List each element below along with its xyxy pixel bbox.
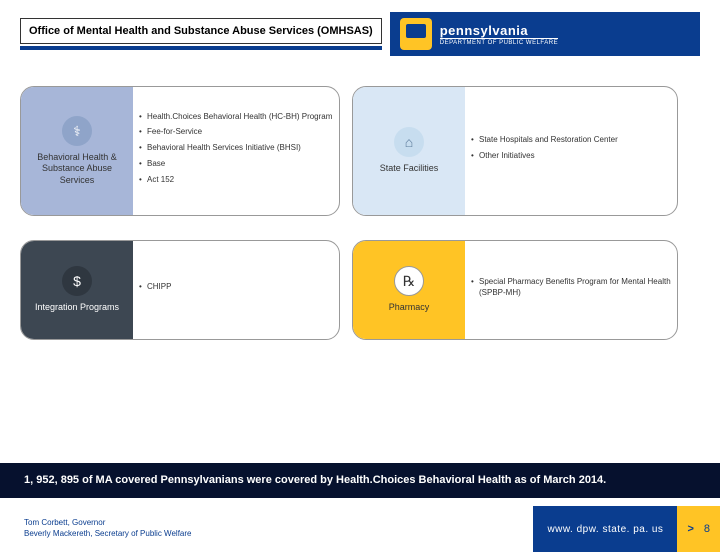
card-integration: $ Integration Programs CHIPP [20,240,340,340]
bullet-item: CHIPP [137,282,333,293]
card-label-col: $ Integration Programs [21,241,133,339]
card-bullets: Special Pharmacy Benefits Program for Me… [465,241,677,339]
governor-line: Tom Corbett, Governor [24,518,509,529]
stat-banner: 1, 952, 895 of MA covered Pennsylvanians… [0,463,720,498]
logo-dept: DEPARTMENT OF PUBLIC WELFARE [440,38,558,46]
card-behavioral: ⚕ Behavioral Health & Substance Abuse Se… [20,86,340,216]
page-number: 8 [704,523,710,535]
card-grid: ⚕ Behavioral Health & Substance Abuse Se… [20,86,700,340]
card-label-col: ℞ Pharmacy [353,241,465,339]
secretary-line: Beverly Mackereth, Secretary of Public W… [24,529,509,540]
bullet-item: Act 152 [137,175,333,186]
title-underline [20,46,382,50]
card-label-col: ⚕ Behavioral Health & Substance Abuse Se… [21,87,133,215]
bullet-item: Other Initiatives [469,151,671,162]
card-label-col: ⌂ State Facilities [353,87,465,215]
bullet-item: Base [137,159,333,170]
state-logo: pennsylvania DEPARTMENT OF PUBLIC WELFAR… [390,12,700,56]
rx-icon: ℞ [394,266,424,296]
bullet-item: State Hospitals and Restoration Center [469,135,671,146]
card-bullets: CHIPP [133,241,339,339]
bullet-item: Special Pharmacy Benefits Program for Me… [469,277,671,299]
page-indicator: > 8 [677,506,720,552]
logo-text: pennsylvania DEPARTMENT OF PUBLIC WELFAR… [440,23,558,46]
card-label: Pharmacy [389,302,430,313]
bullet-item: Behavioral Health Services Initiative (B… [137,143,333,154]
footer: Tom Corbett, Governor Beverly Mackereth,… [0,506,720,552]
dollar-icon: $ [62,266,92,296]
footer-url: www. dpw. state. pa. us [533,506,677,552]
card-label: Integration Programs [35,302,119,313]
card-label: Behavioral Health & Substance Abuse Serv… [25,152,129,186]
header: Office of Mental Health and Substance Ab… [20,12,700,56]
title-container: Office of Mental Health and Substance Ab… [20,18,382,50]
card-state-facilities: ⌂ State Facilities State Hospitals and R… [352,86,678,216]
building-icon: ⌂ [394,127,424,157]
page-title: Office of Mental Health and Substance Ab… [20,18,382,44]
footer-officials: Tom Corbett, Governor Beverly Mackereth,… [0,512,533,546]
caduceus-icon: ⚕ [62,116,92,146]
bullet-item: Health.Choices Behavioral Health (HC-BH)… [137,112,333,123]
bullet-item: Fee-for-Service [137,127,333,138]
keystone-icon [400,18,432,50]
card-label: State Facilities [380,163,439,174]
card-bullets: State Hospitals and Restoration Center O… [465,87,677,215]
logo-state: pennsylvania [440,23,558,38]
chevron-icon: > [687,523,693,535]
card-pharmacy: ℞ Pharmacy Special Pharmacy Benefits Pro… [352,240,678,340]
card-bullets: Health.Choices Behavioral Health (HC-BH)… [133,87,339,215]
